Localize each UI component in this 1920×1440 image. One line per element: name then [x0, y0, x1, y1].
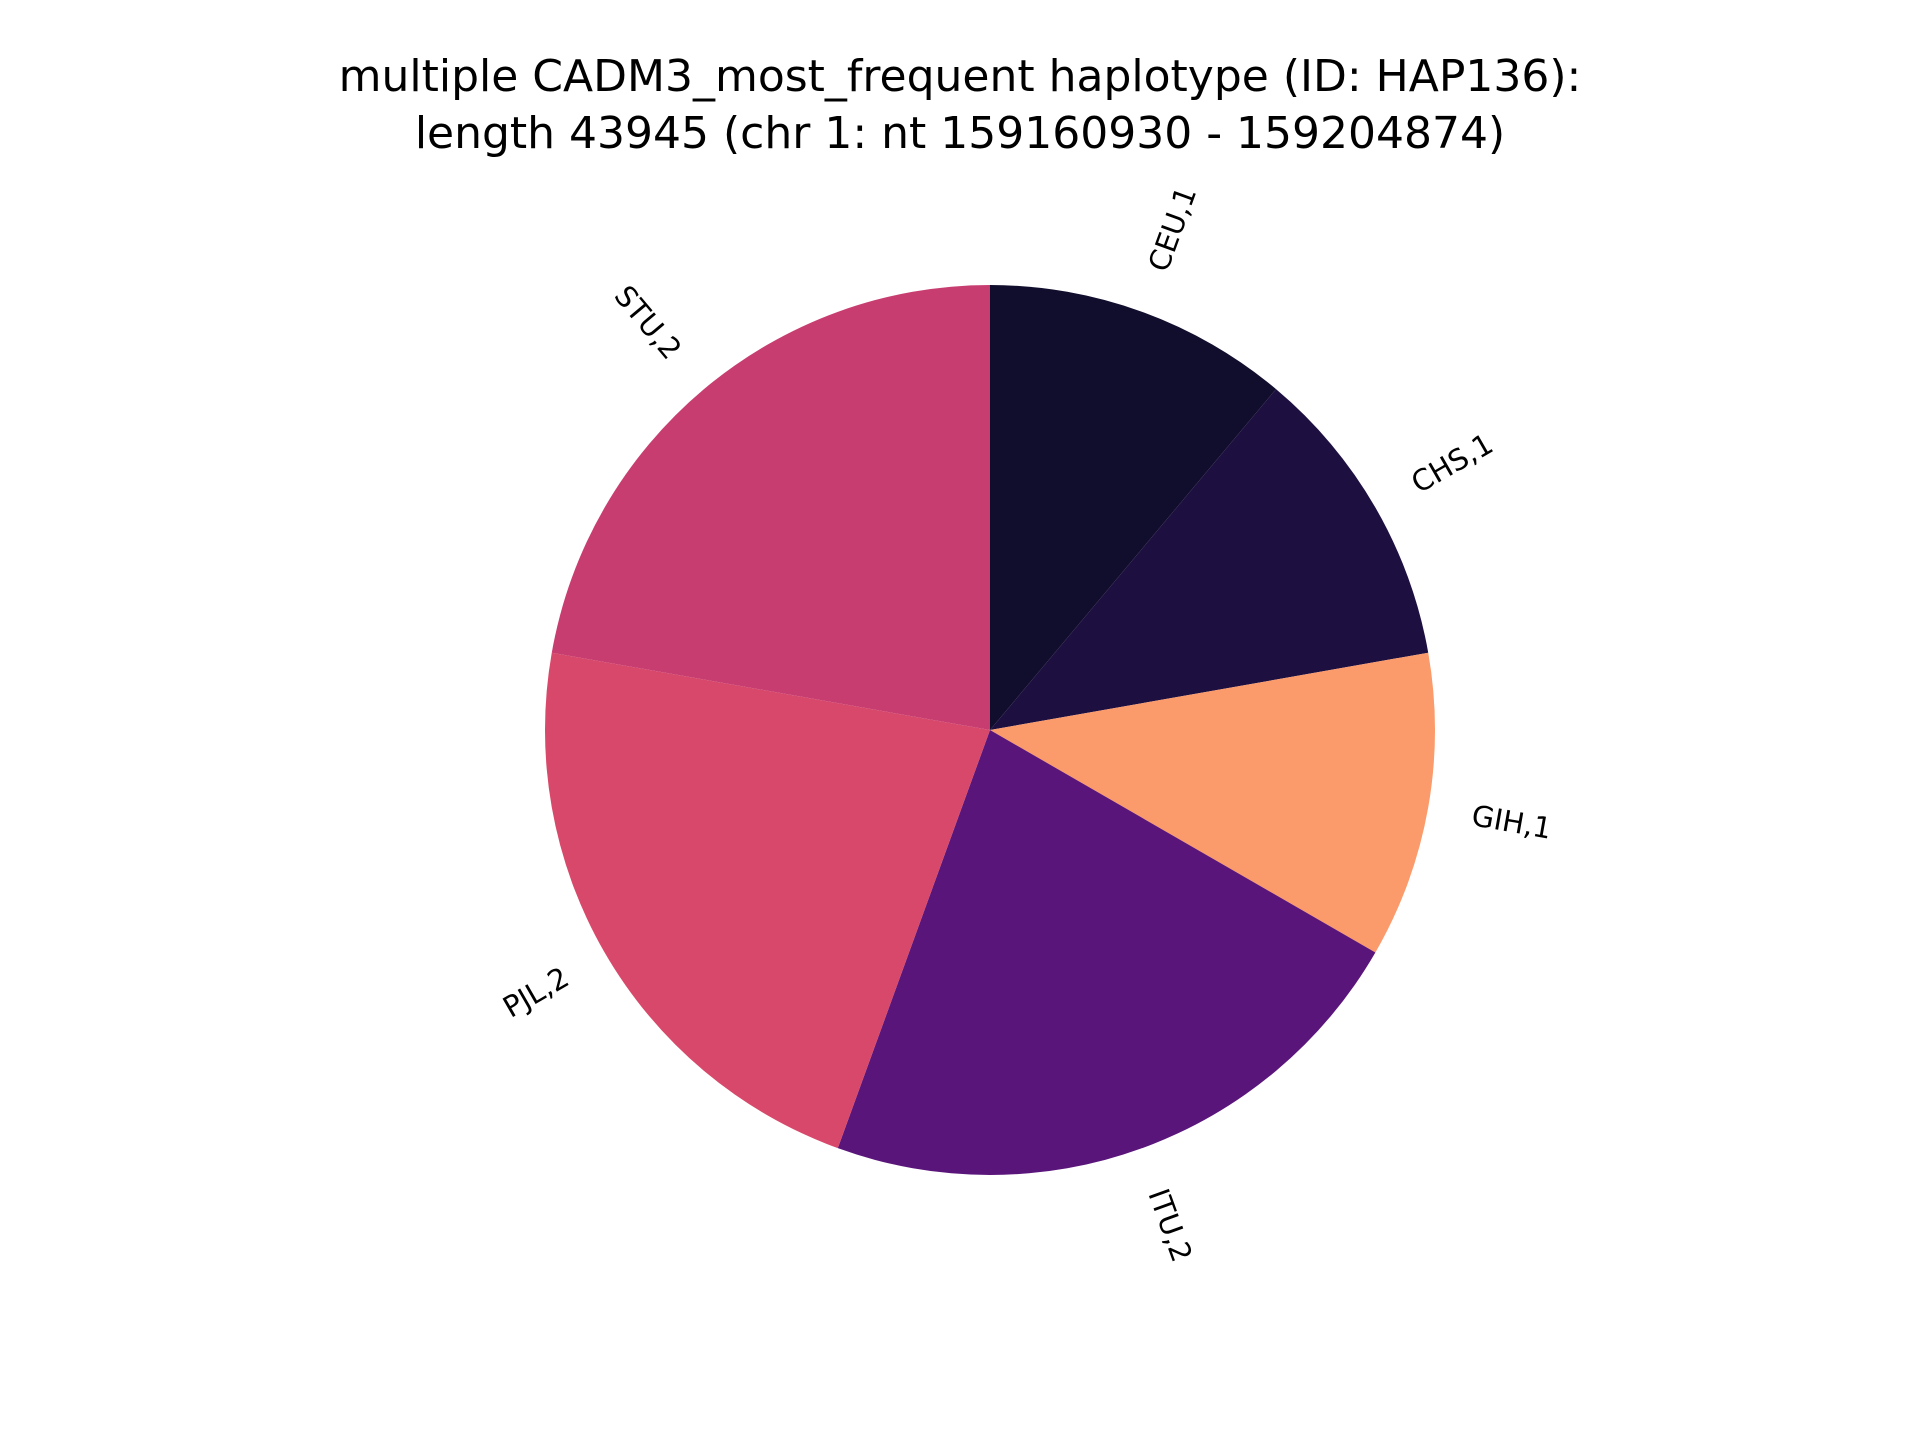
- pie-slice-chs: [990, 389, 1429, 730]
- chart-title-line-1: multiple CADM3_most_frequent haplotype (…: [338, 51, 1582, 102]
- pie-label-chs: CHS,1: [1405, 426, 1498, 500]
- pie-label-ceu: CEU,1: [1141, 182, 1203, 276]
- pie-label-pjl: PJL,2: [497, 960, 575, 1024]
- pie-label-itu: ITU,2: [1141, 1184, 1199, 1266]
- chart-title: multiple CADM3_most_frequent haplotype (…: [0, 48, 1920, 162]
- pie-slice-ceu: [990, 285, 1277, 730]
- pie-slice-pjl: [545, 652, 990, 1149]
- pie-slice-stu: [551, 285, 990, 730]
- pie-slice-gih: [990, 652, 1436, 953]
- pie-label-stu: STU,2: [608, 279, 689, 366]
- pie-label-gih: GIH,1: [1469, 798, 1554, 845]
- pie-slice-itu: [837, 730, 1376, 1176]
- chart-title-line-2: length 43945 (chr 1: nt 159160930 - 1592…: [414, 108, 1506, 159]
